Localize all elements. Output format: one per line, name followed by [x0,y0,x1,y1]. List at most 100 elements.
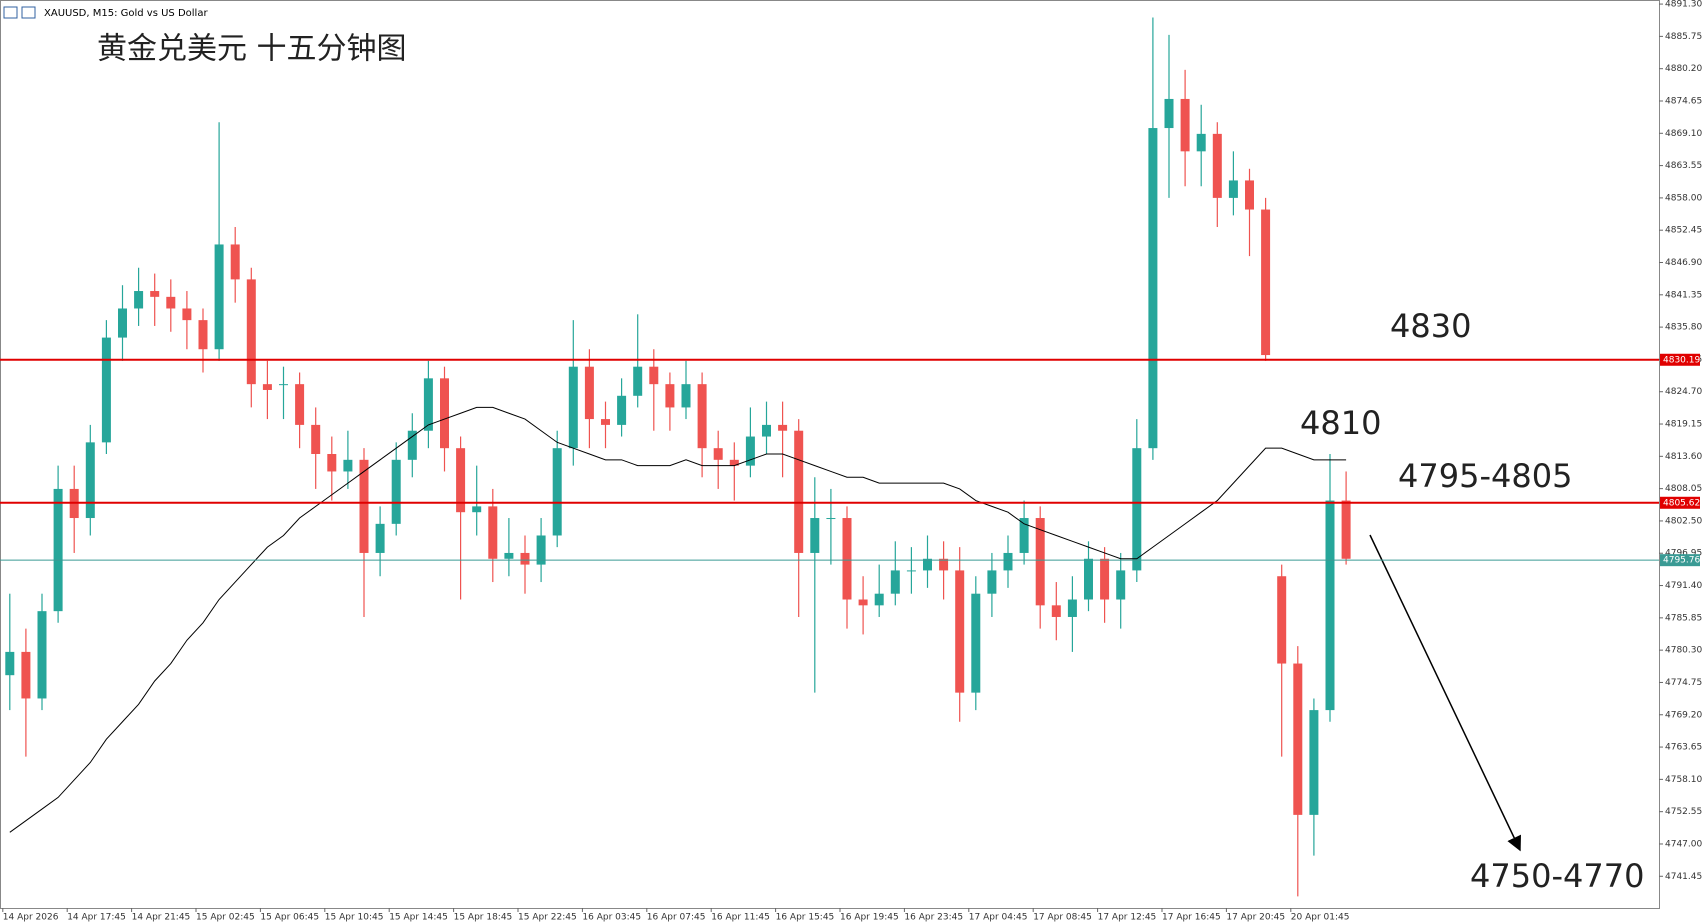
candle-body [810,518,820,553]
candle-body [794,430,804,553]
candle-body [407,430,417,460]
candle-body [665,384,675,408]
price-label: 4795.76 [1663,556,1700,566]
candle-body [37,611,47,699]
annotation: 4830 [1390,307,1471,345]
y-tick-label: 4863.55 [1665,161,1702,171]
candle-body [488,506,498,559]
candle-body [1100,558,1110,600]
x-tick-label: 15 Apr 14:45 [389,913,448,923]
y-tick-label: 4780.30 [1665,646,1702,656]
candle-body [1325,500,1335,711]
candle-body [713,448,723,460]
candle-body [1228,180,1238,198]
candle-body [1309,710,1319,815]
candle-body [955,570,965,693]
candle-body [939,558,949,571]
y-tick-label: 4874.65 [1665,96,1702,106]
candle-body [1067,599,1077,617]
candle-body [150,291,160,297]
candle-body [778,424,788,431]
annotation: 4750-4770 [1470,857,1644,895]
y-tick-label: 4858.00 [1665,193,1702,203]
x-tick-label: 17 Apr 12:45 [1098,913,1157,923]
price-label: 4830.19 [1663,355,1700,365]
x-tick-label: 16 Apr 15:45 [776,913,835,923]
x-tick-label: 16 Apr 23:45 [904,913,963,923]
x-tick-label: 15 Apr 02:45 [196,913,255,923]
x-tick-label: 15 Apr 22:45 [518,913,577,923]
x-tick-label: 17 Apr 16:45 [1162,913,1221,923]
chart-subtitle: 黄金兑美元 十五分钟图 [97,32,407,67]
icon [3,6,18,19]
price-label: 4805.62 [1663,498,1700,508]
y-tick-label: 4741.45 [1665,872,1702,882]
y-tick-label: 4819.15 [1665,420,1702,430]
candle-body [874,593,884,606]
candle-body [1019,518,1029,553]
candle-body [1212,133,1222,198]
candle-body [343,459,353,472]
candle-body [1341,500,1351,559]
candle-body [327,454,337,472]
candle-body [118,308,127,338]
candle-body [1180,98,1190,152]
y-tick-label: 4891.30 [1665,0,1702,10]
candle-body [729,459,739,466]
candle-body [1116,570,1126,600]
candle-body [697,384,707,449]
price-label-box [1660,353,1700,366]
candle-body [311,424,321,454]
candle-body [923,558,932,571]
y-tick-label: 4763.65 [1665,743,1702,753]
candle-body [198,320,208,350]
y-tick-label: 4846.90 [1665,258,1702,268]
arrow [1369,534,1521,852]
candle-body [890,570,900,594]
y-tick-label: 4880.20 [1665,64,1702,74]
candle-body [858,599,868,606]
candle-body [1293,663,1303,815]
y-tick-label: 4774.75 [1665,678,1702,688]
candle-body [279,384,288,386]
x-tick-label: 15 Apr 18:45 [454,913,513,923]
candle-body [649,366,659,385]
candle-body [520,552,530,565]
candle-body [101,337,111,443]
y-tick-label: 4808.05 [1665,484,1702,494]
price-label-box [1660,496,1700,509]
candle-body [745,436,755,466]
price-label-box [1660,554,1700,567]
candle-body [504,552,514,559]
candle-body [472,506,482,513]
candle-body [971,593,981,693]
candle-body [134,291,144,309]
chart-title: XAUUSD, M15: Gold vs US Dollar [44,8,208,19]
x-tick-label: 17 Apr 08:45 [1033,913,1092,923]
candle-body [53,488,63,612]
moving-average [9,406,1347,833]
x-tick-label: 15 Apr 06:45 [260,913,319,923]
candle-body [1051,605,1061,617]
candle-body [681,384,691,408]
candle-body [166,296,176,309]
y-tick-label: 4747.00 [1665,839,1702,849]
candle-body [214,244,224,350]
y-tick-label: 4802.50 [1665,516,1702,526]
candle-body [1132,448,1142,571]
candle-body [1084,558,1093,600]
x-tick-label: 14 Apr 17:45 [67,913,126,923]
y-tick-label: 4758.10 [1665,775,1702,785]
y-tick-label: 4769.20 [1665,710,1702,720]
icon [21,6,36,19]
y-tick-label: 4813.60 [1665,452,1702,462]
candle-body [391,459,401,524]
y-tick-label: 4885.75 [1665,32,1702,42]
x-tick-label: 15 Apr 10:45 [325,913,384,923]
y-tick-label: 4869.10 [1665,129,1702,139]
y-tick-label: 4796.95 [1665,549,1702,559]
candle-body [906,570,916,572]
candle-body [617,395,627,425]
candle-body [826,518,836,520]
candle-body [295,384,305,425]
